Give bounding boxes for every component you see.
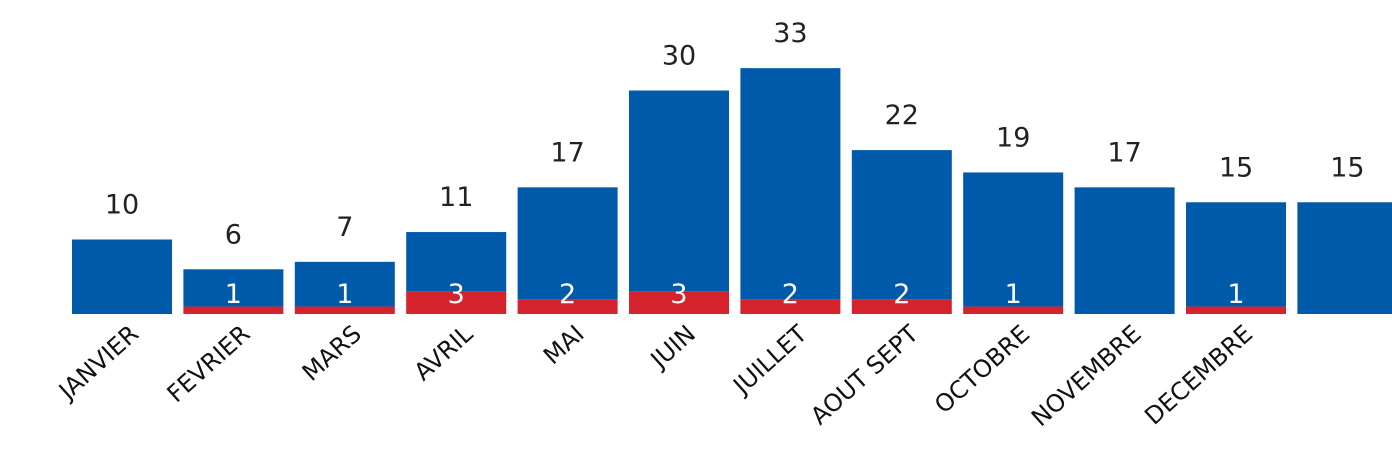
bar-blue-0 (72, 239, 172, 314)
bar-blue-9 (1074, 187, 1175, 314)
total-label-2: 7 (336, 212, 353, 243)
total-label-9: 17 (1107, 137, 1141, 168)
category-label-8: OCTOBRE (929, 320, 1035, 419)
inner-label-6: 2 (782, 279, 799, 310)
bar-red-1 (183, 306, 284, 314)
bar-red-6 (740, 299, 841, 314)
inner-label-7: 2 (893, 279, 910, 310)
category-label-10: DECEMBRE (1139, 320, 1258, 431)
category-label-5: JUIN (644, 320, 701, 375)
total-label-10: 15 (1219, 152, 1253, 183)
category-labels: JANVIER FEVRIER MARS AVRIL MAI JUIN JUILLETAOU… (52, 319, 1258, 432)
bar-blue-4 (517, 187, 618, 300)
total-labels: 10 6 7 11 17 30 33 22 19 17 15 15 (105, 18, 1365, 250)
bar-blue-10 (1186, 202, 1286, 307)
category-label-1: FEVRIER (162, 320, 256, 408)
total-label-8: 19 (996, 122, 1030, 153)
category-label-4: MAI (538, 320, 590, 370)
inner-label-4: 2 (559, 279, 576, 310)
bar-red-7 (851, 299, 952, 314)
bar-red-3 (406, 291, 507, 314)
category-label-2: MARS (297, 320, 367, 387)
bar-blue-6 (740, 68, 841, 300)
inner-label-5: 3 (670, 279, 687, 310)
bar-blue-5 (629, 90, 729, 292)
bar-blue-3 (406, 232, 507, 292)
bar-red-5 (629, 291, 729, 314)
inner-label-10: 1 (1227, 279, 1244, 310)
bar-red-10 (1186, 306, 1286, 314)
category-label-7: AOUT SEPT (805, 319, 924, 430)
bar-red-2 (294, 306, 395, 314)
bar-blue-2 (294, 261, 395, 307)
bar-blue-8 (963, 172, 1064, 307)
total-label-0: 10 (105, 190, 139, 221)
total-label-3: 11 (439, 182, 473, 213)
bar-red-4 (517, 299, 618, 314)
red-series-labels: 1 1 3 2 3 2 2 1 1 (225, 279, 1245, 310)
total-label-1: 6 (225, 219, 242, 250)
bar-blue-1 (183, 269, 284, 307)
total-label-6: 33 (773, 18, 807, 49)
inner-label-2: 1 (336, 279, 353, 310)
total-label-11: 15 (1330, 152, 1364, 183)
total-label-5: 30 (662, 41, 696, 72)
category-label-9: NOVEMBRE (1026, 320, 1147, 432)
inner-label-3: 3 (448, 279, 465, 310)
category-label-3: AVRIL (409, 319, 479, 386)
total-label-7: 22 (885, 100, 919, 131)
bar-red-8 (963, 306, 1064, 314)
bars-group (72, 68, 1392, 314)
total-label-4: 17 (550, 137, 584, 168)
category-label-0: JANVIER (52, 320, 144, 407)
inner-label-1: 1 (225, 279, 242, 310)
bar-blue-7 (851, 150, 952, 300)
inner-label-8: 1 (1005, 279, 1022, 310)
category-label-6: JUILLET (727, 319, 813, 400)
bar-blue-11 (1297, 202, 1392, 314)
